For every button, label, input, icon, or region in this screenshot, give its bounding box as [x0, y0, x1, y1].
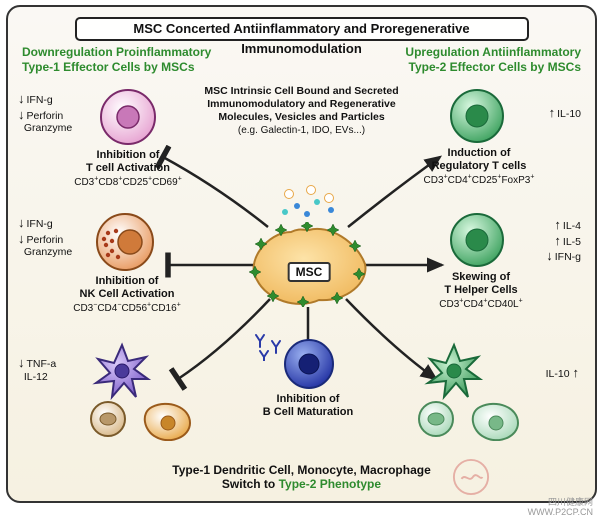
bottom-caption: Type-1 Dendritic Cell, Monocyte, Macroph…	[155, 463, 449, 491]
th-title-1: Skewing of	[452, 271, 510, 283]
b-cell-label: Inhibition of B Cell Maturation	[248, 393, 368, 419]
dc-left-cyto-2: IL-12	[24, 371, 48, 383]
treg-cytokines: ↑IL-10	[549, 105, 581, 121]
th-label: Skewing of T Helper Cells CD3+CD4+CD40L+	[416, 271, 546, 311]
tcell-cyto-3: Granzyme	[24, 122, 72, 134]
t-cell-label: Inhibition of T cell Activation CD3+CD8+…	[58, 149, 198, 189]
th-cyto-2: IL-5	[563, 236, 581, 248]
nk-title-2: NK Cell Activation	[80, 288, 175, 300]
dc-right-icon	[406, 341, 536, 441]
diagram-panel: MSC Concerted Antiinflammatory and Prore…	[6, 5, 597, 503]
secreted-molecules-icon	[280, 185, 340, 219]
dc-left-cyto-1: TNF-a	[27, 358, 57, 370]
treg-cell-icon	[448, 87, 506, 145]
th-cyto-1: IL-4	[563, 220, 581, 232]
th-cytokines: ↑IL-4 ↑IL-5 ↓IFN-g	[546, 217, 581, 264]
th-cell-icon	[448, 211, 506, 269]
treg-markers: CD3+CD4+CD25+FoxP3+	[424, 175, 535, 186]
watermark-text: 四川健康网 WWW.P2CP.CN	[528, 498, 593, 518]
tcell-title-1: Inhibition of	[97, 149, 160, 161]
treg-cyto-1: IL-10	[557, 108, 581, 120]
nk-cyto-2: Perforin	[27, 234, 64, 246]
th-title-2: T Helper Cells	[444, 284, 517, 296]
nk-cyto-3: Granzyme	[24, 246, 72, 258]
dc-left-icon	[80, 341, 210, 441]
b-cell-icon	[282, 337, 336, 391]
tcell-cyto-2: Perforin	[27, 110, 64, 122]
watermark-l2: WWW.P2CP.CN	[528, 507, 593, 517]
nk-cell-icon	[94, 211, 156, 273]
nk-cell-label: Inhibition of NK Cell Activation CD3−CD4…	[52, 275, 202, 315]
nk-markers: CD3−CD4−CD56+CD16+	[73, 303, 181, 314]
tcell-cyto-1: IFN-g	[27, 94, 53, 106]
bcell-title-2: B Cell Maturation	[263, 406, 353, 418]
t-cell-icon	[98, 87, 158, 147]
tcell-title-2: T cell Activation	[86, 162, 170, 174]
watermark-l1: 四川健康网	[548, 497, 593, 507]
bottom-right-text: Type-2 Phenotype	[279, 477, 381, 491]
th-cyto-3: IFN-g	[555, 251, 581, 263]
treg-title-1: Induction of	[448, 147, 511, 159]
msc-cell-icon: MSC	[249, 222, 369, 307]
nk-cytokines: ↓IFN-g ↓Perforin Granzyme	[18, 215, 72, 259]
watermark-logo-icon	[452, 458, 490, 496]
nk-title-1: Inhibition of	[96, 275, 159, 287]
nk-cyto-1: IFN-g	[27, 218, 53, 230]
t-cell-cytokines: ↓IFN-g ↓Perforin Granzyme	[18, 91, 72, 135]
treg-label: Induction of Regulatory T cells CD3+CD4+…	[404, 147, 554, 187]
dc-right-cyto-1: IL-10	[546, 368, 570, 380]
dc-right-cytokines: IL-10 ↑	[546, 365, 581, 381]
dc-left-cytokines: ↓TNF-a IL-12	[18, 355, 56, 383]
bcell-title-1: Inhibition of	[277, 393, 340, 405]
msc-label: MSC	[288, 262, 331, 282]
th-markers: CD3+CD4+CD40L+	[439, 299, 522, 310]
tcell-markers: CD3+CD8+CD25+CD69+	[74, 177, 182, 188]
treg-title-2: Regulatory T cells	[432, 160, 527, 172]
